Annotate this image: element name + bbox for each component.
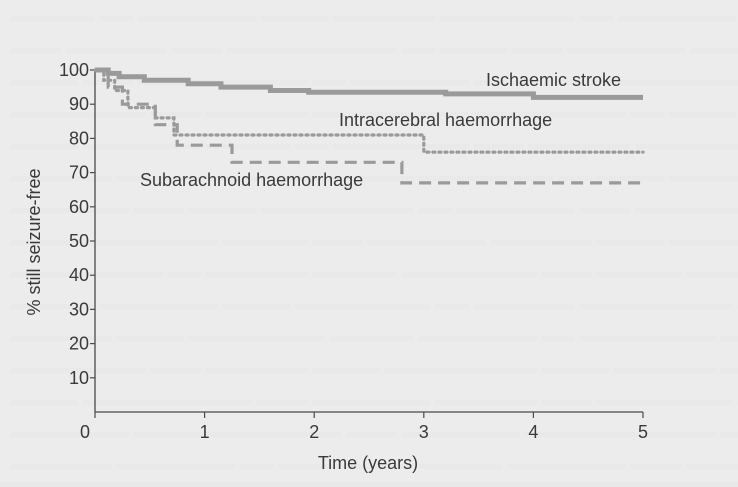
y-tick-label: 30	[69, 299, 89, 319]
series-label-intracerebral-haemorrhage: Intracerebral haemorrhage	[339, 110, 552, 130]
y-tick-label: 20	[69, 334, 89, 354]
series-label-subarachnoid-haemorrhage: Subarachnoid haemorrhage	[140, 170, 363, 190]
x-tick-label: 5	[638, 422, 648, 442]
series-line-subarachnoid-haemorrhage	[95, 68, 643, 185]
y-tick-label: 40	[69, 265, 89, 285]
series-layer	[93, 67, 645, 185]
y-tick-label: 60	[69, 197, 89, 217]
series-line-ischaemic-stroke	[95, 67, 643, 100]
axes: 0 1 2 3 4 5 10 20 30 40 50 60 70 80 90 100	[59, 60, 648, 442]
series-line-intracerebral-haemorrhage	[93, 68, 645, 154]
y-axis-title: % still seizure-free	[24, 168, 44, 315]
x-tick-label: 0	[80, 422, 90, 442]
x-tick-label: 1	[200, 422, 210, 442]
x-tick-label: 2	[309, 422, 319, 442]
y-tick-label: 10	[69, 368, 89, 388]
x-axis-title: Time (years)	[318, 453, 418, 473]
y-tick-label: 70	[69, 163, 89, 183]
x-tick-label: 4	[528, 422, 538, 442]
y-tick-label: 80	[69, 128, 89, 148]
labels-layer: Ischaemic stroke Intracerebral haemorrhag…	[140, 70, 621, 190]
y-tick-label: 50	[69, 231, 89, 251]
y-tick-label: 90	[69, 94, 89, 114]
x-tick-label: 3	[419, 422, 429, 442]
series-label-ischaemic-stroke: Ischaemic stroke	[486, 70, 621, 90]
y-tick-label: 100	[59, 60, 89, 80]
